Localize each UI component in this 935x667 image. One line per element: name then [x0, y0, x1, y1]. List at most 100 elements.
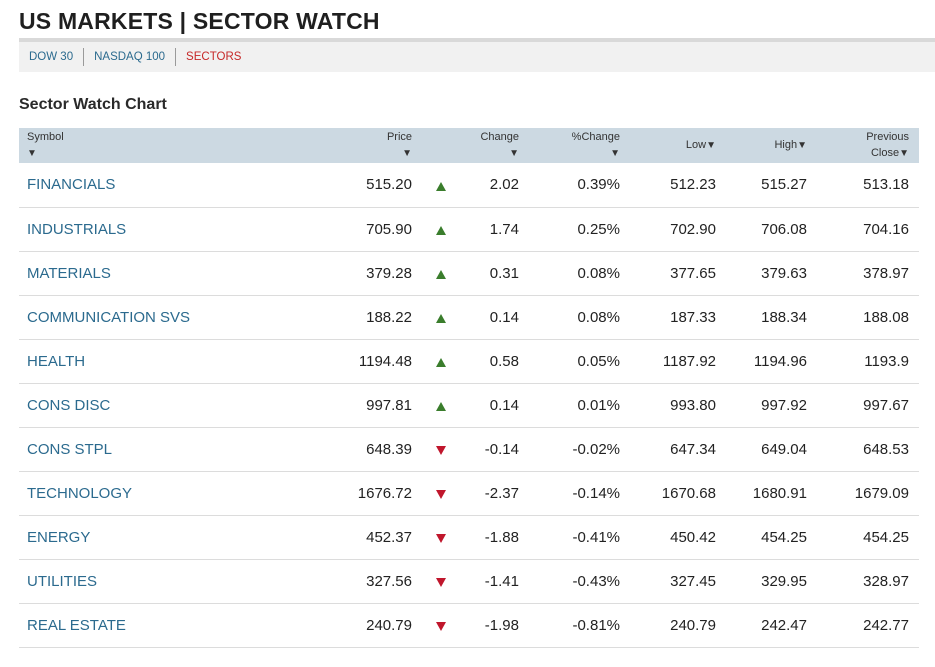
- table-row: FINANCIALS 515.20 2.02 0.39% 512.23 515.27 513…: [19, 163, 919, 207]
- cell-price: 240.79: [366, 616, 412, 634]
- cell-high: 515.27: [761, 176, 807, 194]
- cell-change: 0.14: [489, 308, 519, 326]
- cell-direction: [422, 251, 460, 295]
- cell-change: 2.02: [489, 176, 519, 194]
- page-title: US MARKETS | SECTOR WATCH: [19, 8, 380, 34]
- cell-direction: [422, 339, 460, 383]
- sector-link[interactable]: REAL ESTATE: [27, 616, 126, 634]
- sector-link[interactable]: COMMUNICATION SVS: [27, 308, 191, 326]
- cell-pct-change: -0.81%: [572, 616, 620, 634]
- cell-high: 329.95: [761, 572, 807, 590]
- tab-dow-30[interactable]: DOW 30: [29, 51, 74, 63]
- cell-low: 1670.68: [661, 484, 716, 502]
- tab-nasdaq-100[interactable]: NASDAQ 100: [94, 51, 166, 63]
- sort-down-icon[interactable]: ▼: [797, 140, 807, 151]
- sector-link[interactable]: FINANCIALS: [27, 176, 116, 194]
- column-header-price[interactable]: Price ▼: [319, 128, 422, 163]
- sort-down-icon[interactable]: ▼: [706, 140, 716, 151]
- arrow-up-icon: [436, 314, 446, 324]
- cell-previous-close: 188.08: [863, 308, 909, 326]
- cell-previous-close: 513.18: [863, 176, 909, 194]
- cell-high: 242.47: [761, 616, 807, 634]
- sector-link[interactable]: INDUSTRIALS: [27, 220, 127, 238]
- sort-down-icon[interactable]: ▼: [610, 148, 620, 159]
- table-row: CONS STPL 648.39 -0.14 -0.02% 647.34 649.04 64…: [19, 427, 919, 471]
- sector-watch-table: Symbol ▼ Price ▼ Change ▼ %Change ▼ Low▼…: [19, 128, 919, 648]
- cell-direction: [422, 383, 460, 427]
- arrow-up-icon: [436, 270, 446, 280]
- cell-direction: [422, 559, 460, 603]
- sector-link[interactable]: ENERGY: [27, 528, 91, 546]
- table-body: FINANCIALS 515.20 2.02 0.39% 512.23 515.27 513…: [19, 163, 919, 647]
- cell-symbol: UTILITIES: [19, 559, 319, 603]
- table-row: INDUSTRIALS 705.90 1.74 0.25% 702.90 706.08 70…: [19, 207, 919, 251]
- table-row: CONS DISC 997.81 0.14 0.01% 993.80 997.92 997.…: [19, 383, 919, 427]
- cell-price: 997.81: [366, 396, 412, 414]
- column-header-label: %Change: [571, 131, 620, 143]
- arrow-down-icon: [436, 534, 446, 544]
- cell-direction: [422, 515, 460, 559]
- column-header-label: Close: [870, 147, 900, 159]
- sort-down-icon[interactable]: ▼: [27, 148, 37, 159]
- column-header-label: Low: [685, 139, 707, 151]
- cell-price: 327.56: [366, 572, 412, 590]
- tab-sectors[interactable]: SECTORS: [186, 51, 242, 63]
- sector-link[interactable]: HEALTH: [27, 352, 86, 370]
- cell-symbol: HEALTH: [19, 339, 319, 383]
- cell-low: 1187.92: [662, 352, 716, 370]
- sort-down-icon[interactable]: ▼: [509, 148, 519, 159]
- sector-link[interactable]: TECHNOLOGY: [27, 484, 133, 502]
- table-header-row: Symbol ▼ Price ▼ Change ▼ %Change ▼ Low▼…: [19, 128, 919, 163]
- cell-symbol: MATERIALS: [19, 251, 319, 295]
- cell-direction: [422, 295, 460, 339]
- cell-previous-close: 997.67: [863, 396, 909, 414]
- cell-change: 0.31: [489, 264, 519, 282]
- cell-previous-close: 454.25: [863, 528, 909, 546]
- cell-pct-change: -0.14%: [572, 484, 620, 502]
- sort-down-icon[interactable]: ▼: [899, 148, 909, 159]
- cell-symbol: CONS STPL: [19, 427, 319, 471]
- sector-link[interactable]: CONS DISC: [27, 396, 111, 414]
- cell-pct-change: 0.39%: [577, 176, 620, 194]
- cell-direction: [422, 603, 460, 647]
- cell-change: -0.14: [484, 440, 519, 458]
- cell-high: 188.34: [761, 308, 807, 326]
- cell-price: 188.22: [366, 308, 412, 326]
- cell-symbol: COMMUNICATION SVS: [19, 295, 319, 339]
- tab-separator: [175, 48, 177, 66]
- table-row: UTILITIES 327.56 -1.41 -0.43% 327.45 329.95 32…: [19, 559, 919, 603]
- arrow-up-icon: [436, 358, 446, 368]
- cell-symbol: INDUSTRIALS: [19, 207, 319, 251]
- cell-high: 379.63: [761, 264, 807, 282]
- sort-down-icon[interactable]: ▼: [402, 148, 412, 159]
- arrow-down-icon: [436, 578, 446, 588]
- column-header-low[interactable]: Low▼: [630, 128, 726, 163]
- cell-low: 450.42: [670, 528, 716, 546]
- cell-low: 327.45: [670, 572, 716, 590]
- cell-direction: [422, 163, 460, 207]
- arrow-up-icon: [436, 181, 446, 191]
- cell-low: 702.90: [670, 220, 716, 238]
- cell-price: 515.20: [366, 176, 412, 194]
- column-header-previous-close[interactable]: Previous Close▼: [817, 128, 919, 163]
- cell-low: 993.80: [670, 396, 716, 414]
- table-row: TECHNOLOGY 1676.72 -2.37 -0.14% 1670.68 1680.…: [19, 471, 919, 515]
- sector-link[interactable]: MATERIALS: [27, 264, 111, 282]
- cell-low: 647.34: [670, 440, 716, 458]
- sector-link[interactable]: UTILITIES: [27, 572, 98, 590]
- sector-link[interactable]: CONS STPL: [27, 440, 113, 458]
- column-header-change[interactable]: Change ▼: [460, 128, 529, 163]
- column-header-label: High: [774, 139, 798, 151]
- cell-previous-close: 378.97: [863, 264, 909, 282]
- cell-previous-close: 242.77: [863, 616, 909, 634]
- column-header-direction: [422, 128, 460, 163]
- cell-low: 187.33: [670, 308, 716, 326]
- column-header-label: Price: [386, 131, 412, 143]
- cell-high: 1680.91: [752, 484, 807, 502]
- cell-low: 240.79: [670, 616, 716, 634]
- column-header-high[interactable]: High▼: [726, 128, 817, 163]
- column-header-pct-change[interactable]: %Change ▼: [529, 128, 630, 163]
- table-row: COMMUNICATION SVS 188.22 0.14 0.08% 187.33 18…: [19, 295, 919, 339]
- column-header-symbol[interactable]: Symbol ▼: [19, 128, 319, 163]
- cell-price: 379.28: [366, 264, 412, 282]
